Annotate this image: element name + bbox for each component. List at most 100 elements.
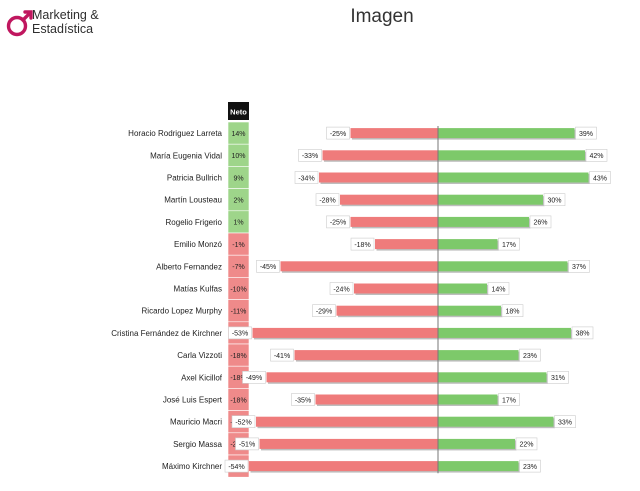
bar-positive bbox=[438, 216, 529, 227]
bar-positive bbox=[438, 461, 519, 472]
data-label-positive-box bbox=[487, 282, 510, 295]
bar-negative bbox=[336, 305, 438, 316]
data-label-negative-box bbox=[291, 393, 315, 406]
bar-positive bbox=[438, 128, 575, 139]
data-label-positive-box bbox=[498, 393, 520, 406]
neto-value: -18% bbox=[230, 375, 246, 382]
data-label-negative: -29% bbox=[316, 309, 332, 316]
data-label-positive-box bbox=[547, 370, 569, 384]
bar-positive bbox=[438, 350, 519, 361]
bar-positive bbox=[438, 394, 498, 405]
neto-value: 1% bbox=[233, 220, 243, 227]
data-label-positive: 23% bbox=[523, 353, 537, 360]
bar-positive bbox=[438, 416, 554, 427]
category-label: Matías Kulfas bbox=[174, 285, 222, 294]
bar-negative bbox=[280, 261, 438, 272]
category-label: Ricardo Lopez Murphy bbox=[142, 307, 222, 316]
category-label: Sergio Massa bbox=[173, 440, 222, 449]
data-label-negative-box bbox=[298, 149, 322, 162]
neto-value: -7% bbox=[232, 264, 244, 271]
neto-value: -11% bbox=[231, 309, 247, 316]
bar-negative bbox=[249, 461, 438, 472]
category-label: María Eugenia Vidal bbox=[150, 151, 222, 160]
category-label: Mauricio Macri bbox=[170, 418, 222, 427]
data-label-positive-box bbox=[515, 437, 538, 451]
bar-positive bbox=[438, 194, 543, 205]
bar-positive bbox=[438, 172, 589, 183]
data-label-positive-box bbox=[585, 149, 608, 162]
bar-negative bbox=[322, 150, 438, 161]
data-label-positive-box bbox=[568, 259, 590, 273]
data-label-positive-box bbox=[571, 326, 594, 340]
data-label-positive: 33% bbox=[558, 420, 572, 427]
data-label-positive-box bbox=[554, 415, 576, 429]
category-label: Alberto Fernandez bbox=[156, 262, 222, 271]
data-label-negative-box bbox=[228, 326, 252, 340]
data-label-negative-box bbox=[231, 415, 256, 429]
data-label-negative-box bbox=[235, 437, 259, 451]
neto-value: -10% bbox=[230, 286, 246, 293]
bar-negative bbox=[350, 216, 438, 227]
bar-negative bbox=[319, 172, 438, 183]
data-label-negative: -49% bbox=[246, 375, 262, 382]
neto-value: 9% bbox=[233, 175, 243, 182]
neto-header-bg bbox=[228, 102, 249, 120]
data-label-negative: -33% bbox=[302, 153, 318, 160]
bar-negative bbox=[259, 438, 438, 449]
data-label-positive-box bbox=[589, 171, 611, 184]
category-label: Martín Lousteau bbox=[164, 196, 222, 205]
data-label-positive: 31% bbox=[551, 375, 565, 382]
data-label-positive-box bbox=[501, 304, 524, 318]
data-label-positive-box bbox=[529, 215, 552, 229]
data-label-negative-box bbox=[326, 126, 350, 140]
bar-positive bbox=[438, 438, 515, 449]
category-label: Rogelio Frigerio bbox=[166, 218, 223, 227]
data-label-negative: -18% bbox=[354, 242, 370, 249]
bar-negative bbox=[375, 239, 438, 250]
data-label-negative-box bbox=[350, 237, 375, 251]
category-label: Emilio Monzó bbox=[174, 240, 223, 249]
neto-header: Neto bbox=[230, 108, 247, 117]
category-label: Axel Kicillof bbox=[181, 373, 223, 382]
data-label-positive: 17% bbox=[502, 242, 516, 249]
bar-positive bbox=[438, 239, 498, 250]
category-label: José Luis Espert bbox=[163, 396, 223, 405]
neto-value: 2% bbox=[233, 198, 243, 205]
category-label: Horacio Rodriguez Larreta bbox=[128, 129, 222, 138]
data-label-negative: -51% bbox=[239, 442, 255, 449]
data-label-negative: -28% bbox=[319, 198, 335, 205]
category-label: Patricia Bullrich bbox=[167, 174, 222, 183]
data-label-negative: -34% bbox=[298, 175, 314, 182]
bar-negative bbox=[266, 372, 438, 383]
data-label-positive-box bbox=[519, 459, 541, 473]
data-label-positive: 17% bbox=[502, 397, 516, 404]
data-label-positive: 22% bbox=[519, 442, 533, 449]
neto-value: 14% bbox=[231, 131, 245, 138]
data-label-negative-box bbox=[329, 282, 354, 295]
data-label-positive-box bbox=[543, 193, 566, 206]
brand-line-2: Estadística bbox=[32, 22, 94, 36]
data-label-negative: -25% bbox=[330, 220, 346, 227]
data-label-negative: -35% bbox=[295, 397, 311, 404]
data-label-negative-box bbox=[270, 348, 294, 362]
brand-logo-icon bbox=[6, 10, 33, 37]
data-label-positive: 39% bbox=[579, 131, 593, 138]
data-label-negative: -53% bbox=[232, 331, 248, 338]
category-label: Cristina Fernández de Kirchner bbox=[111, 329, 222, 338]
bar-negative bbox=[294, 350, 438, 361]
data-label-positive: 38% bbox=[575, 331, 589, 338]
data-label-positive: 30% bbox=[547, 198, 561, 205]
data-label-negative-box bbox=[242, 370, 266, 384]
bar-positive bbox=[438, 261, 568, 272]
data-label-negative: -45% bbox=[260, 264, 276, 271]
data-label-negative-box bbox=[312, 304, 336, 318]
data-label-negative: -25% bbox=[330, 131, 346, 138]
data-label-negative-box bbox=[294, 171, 319, 184]
category-label: Máximo Kirchner bbox=[162, 462, 222, 471]
data-label-positive: 42% bbox=[589, 153, 603, 160]
data-label-positive-box bbox=[575, 126, 597, 140]
data-label-negative-box bbox=[315, 193, 340, 206]
bar-positive bbox=[438, 283, 487, 294]
data-label-positive-box bbox=[498, 237, 520, 251]
bar-positive bbox=[438, 305, 501, 316]
